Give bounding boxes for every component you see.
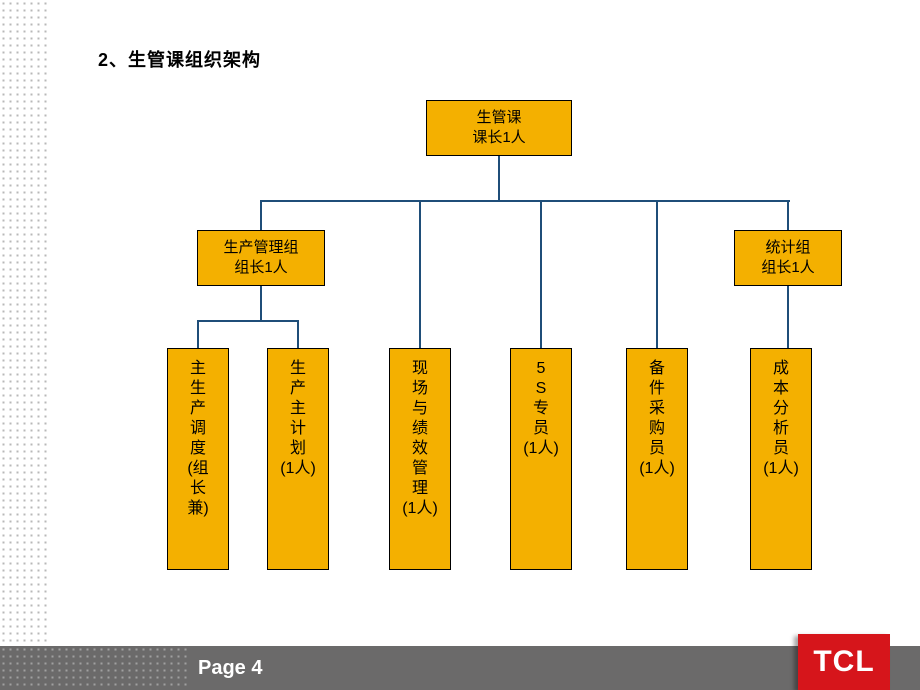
page-title: 2、生管课组织架构 xyxy=(98,46,261,72)
org-leaf-spare-parts: 备 件 采 购 员 (1人) xyxy=(626,348,688,570)
org-node-root: 生管课 课长1人 xyxy=(426,100,572,156)
page-number: Page 4 xyxy=(198,657,262,680)
footer-bar xyxy=(0,646,920,690)
org-leaf-site-performance: 现 场 与 绩 效 管 理 (1人) xyxy=(389,348,451,570)
org-node-statistics: 统计组 组长1人 xyxy=(734,230,842,286)
org-leaf-cost-analyst: 成 本 分 析 员 (1人) xyxy=(750,348,812,570)
org-leaf-production-plan: 生 产 主 计 划 (1人) xyxy=(267,348,329,570)
tcl-logo: TCL xyxy=(798,634,890,690)
org-leaf-5s: 5 S 专 员 (1人) xyxy=(510,348,572,570)
org-leaf-main-scheduler: 主 生 产 调 度 (组 长 兼) xyxy=(167,348,229,570)
left-dot-strip xyxy=(0,0,48,690)
org-node-production-mgmt: 生产管理组 组长1人 xyxy=(197,230,325,286)
tcl-logo-text: TCL xyxy=(813,645,874,678)
footer-dots xyxy=(0,646,188,690)
